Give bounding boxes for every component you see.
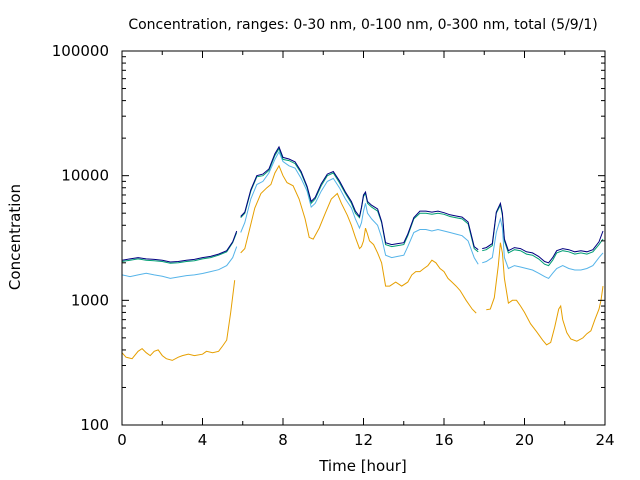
- y-tick-label: 100000: [52, 42, 109, 60]
- series-line-4: [121, 145, 604, 264]
- x-tick-label: 12: [354, 431, 373, 449]
- series-layer: [121, 145, 604, 361]
- y-axis-label: Concentration: [6, 184, 24, 290]
- x-tick-label: 24: [595, 431, 614, 449]
- x-tick-label: 8: [278, 431, 288, 449]
- x-tick-label: 0: [117, 431, 127, 449]
- plot-frame: [121, 50, 606, 426]
- y-tick-label: 10000: [61, 167, 109, 185]
- x-axis-label: Time [hour]: [318, 457, 407, 475]
- x-tick-label: 16: [434, 431, 453, 449]
- series-line-2: [121, 150, 604, 280]
- x-tick-label: 4: [198, 431, 208, 449]
- tick-layer: 0 4 8 12 16 20 24 100 1000 10000 100000: [52, 42, 615, 449]
- y-tick-label: 1000: [71, 291, 109, 309]
- x-tick-label: 20: [515, 431, 534, 449]
- chart-title: Concentration, ranges: 0-30 nm, 0-100 nm…: [128, 17, 597, 33]
- y-tick-label: 100: [80, 416, 109, 434]
- series-line-1: [121, 164, 604, 361]
